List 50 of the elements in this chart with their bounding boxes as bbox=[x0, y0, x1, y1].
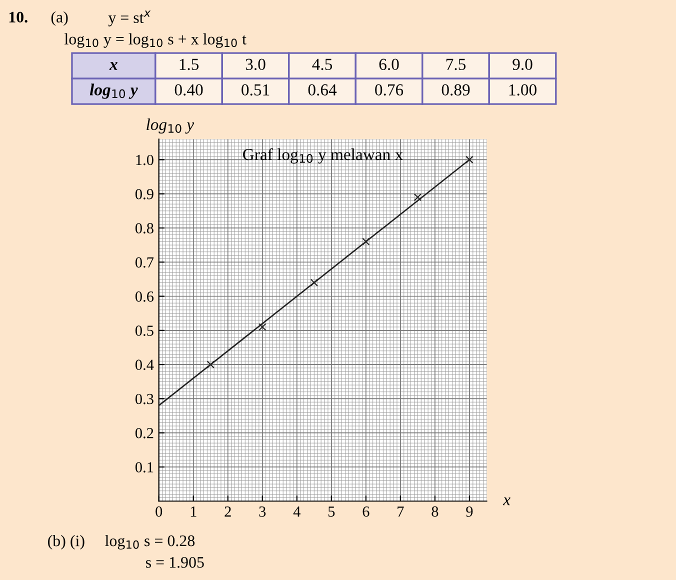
y-tick-label: 0.7 bbox=[135, 257, 154, 268]
x-tick-label: 2 bbox=[224, 506, 231, 517]
text: 0.64 bbox=[308, 84, 337, 96]
text: Graf log$_{10}$ y melawan x bbox=[243, 148, 403, 164]
text: 1.00 bbox=[509, 84, 536, 96]
point bbox=[310, 278, 318, 286]
y-tick-label: 0.6 bbox=[135, 291, 154, 302]
text: 0.76 bbox=[375, 84, 404, 96]
y-tick-label: 0.1 bbox=[135, 462, 154, 472]
text: (b) (i) bbox=[48, 535, 84, 550]
x-tick-label: 0 bbox=[156, 506, 162, 517]
point bbox=[258, 323, 266, 331]
text: 0.51 bbox=[242, 84, 270, 96]
point bbox=[206, 360, 214, 368]
y-tick-label: 0.5 bbox=[135, 326, 154, 336]
text: s = 1.905 bbox=[146, 556, 204, 568]
text: 0.89 bbox=[442, 84, 470, 96]
x-tick-label: 8 bbox=[432, 506, 438, 517]
x-tick-label: 9 bbox=[466, 506, 473, 517]
x-tick-label: 5 bbox=[328, 506, 335, 517]
x-tick-label: 7 bbox=[398, 506, 404, 517]
x-tick-label: 6 bbox=[362, 506, 370, 517]
text: log$_{10}$ s = 0.28 bbox=[105, 534, 195, 550]
y-tick-label: 0.9 bbox=[135, 188, 154, 200]
text: (a) bbox=[51, 11, 68, 26]
text: log$_{10}$ y = log$_{10}$ s + x log$_{10}$ t bbox=[64, 33, 246, 48]
text: 7.5 bbox=[446, 58, 466, 70]
y-tick-label: 0.3 bbox=[135, 394, 154, 404]
text: 10. bbox=[9, 12, 28, 23]
text: 1.5 bbox=[180, 58, 199, 70]
x-tick-label: 1 bbox=[190, 506, 196, 517]
point bbox=[414, 193, 422, 202]
text: 4.5 bbox=[312, 58, 332, 70]
text: 0.40 bbox=[174, 84, 203, 96]
x-tick-label: 3 bbox=[259, 506, 266, 517]
x-axis-title: x bbox=[502, 497, 510, 506]
text: y = st$^{x}$ bbox=[108, 10, 151, 26]
text: 6.0 bbox=[379, 58, 399, 70]
y-tick-label: 0.2 bbox=[135, 428, 154, 438]
point bbox=[466, 156, 474, 164]
y-tick-label: 0.4 bbox=[135, 360, 154, 370]
text: log$_{10}$ y bbox=[90, 84, 138, 99]
text: 9.0 bbox=[512, 58, 532, 70]
point bbox=[362, 238, 370, 246]
text: 3.0 bbox=[246, 58, 266, 70]
text: x bbox=[109, 62, 118, 70]
x-tick-label: 4 bbox=[293, 506, 300, 517]
y-axis-title: log$_{10}$ y bbox=[146, 118, 194, 134]
y-tick-label: 0.8 bbox=[135, 223, 154, 234]
y-tick-label: 1.0 bbox=[136, 154, 154, 166]
